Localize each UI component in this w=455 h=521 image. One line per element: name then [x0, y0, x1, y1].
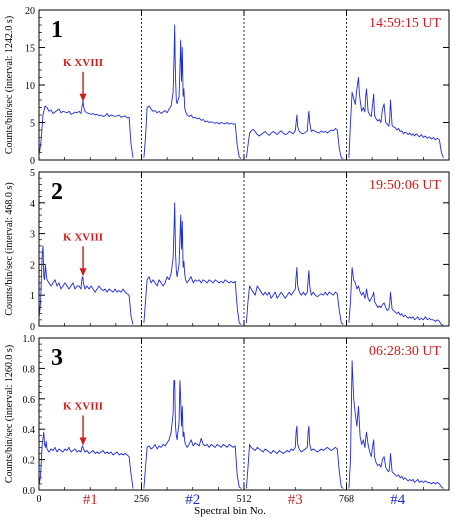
panel-1-frame	[38, 9, 450, 161]
panel-3-ytick-label-0: 0.0	[23, 486, 36, 497]
panel-1-spectrum-band-3	[245, 110, 344, 159]
panel-3-ytick-label-1: 0.2	[23, 456, 36, 467]
panel-3-arrow-head	[79, 437, 87, 446]
panel-3-ylabel: Counts/bin/sec (interval: 1260.0 s)	[4, 345, 15, 483]
panel-1-arrow-head	[79, 93, 87, 102]
panel-1-spectrum-band-1	[38, 99, 134, 158]
band-label-4: #4	[390, 492, 406, 508]
panel-2-ytick-label-4: 4	[30, 199, 35, 210]
panel-1-ytick-label-4: 20	[25, 6, 35, 17]
panel-2-spectrum-band-1	[38, 245, 134, 325]
panel-1-ytick-label-2: 10	[25, 81, 35, 92]
panel-1-spectrum-band-2	[143, 24, 242, 159]
panel-3-ytick-label-2: 0.4	[23, 425, 36, 436]
panel-3-spectrum-band-3	[245, 425, 344, 489]
panel-3-spectrum-band-4	[348, 360, 444, 489]
panel-2-ytick-label-5: 5	[30, 168, 35, 179]
panel-2-spectrum-band-2	[143, 202, 242, 325]
panel-3-number: 3	[51, 345, 63, 371]
panel-2-ytick-label-3: 3	[30, 230, 35, 241]
xtick-label-3: 768	[339, 494, 354, 505]
xtick-label-0: 0	[37, 494, 42, 505]
panel-3-spectrum-band-2	[143, 380, 242, 489]
panel-2-spectrum-band-3	[245, 267, 344, 325]
panel-2-ytick-label-0: 0	[30, 322, 35, 333]
panel-1-spectrum-band-4	[348, 77, 444, 158]
band-label-2: #2	[185, 492, 200, 508]
band-label-1: #1	[83, 492, 98, 508]
xtick-label-2: 512	[237, 494, 252, 505]
x-axis-label: Spectral bin No.	[194, 505, 266, 517]
panel-3-line-label: K XVIII	[63, 400, 103, 412]
panel-2-number: 2	[51, 179, 63, 205]
panel-3-ytick-label-3: 0.6	[23, 395, 36, 406]
panel-1-line-label: K XVIII	[63, 57, 103, 69]
xtick-label-1: 256	[134, 494, 149, 505]
panel-1-ytick-label-3: 15	[25, 44, 35, 55]
panel-2-ytick-label-2: 2	[30, 260, 35, 271]
panel-1-ylabel: Counts/bin/sec (interval: 1242.0 s)	[4, 16, 15, 154]
panel-1-number: 1	[51, 17, 63, 43]
panel-1-ytick-label-1: 5	[30, 119, 35, 130]
panel-2-ytick-label-1: 1	[30, 291, 35, 302]
panel-2-arrow-head	[79, 268, 87, 277]
panel-1-ytick-label-0: 0	[30, 156, 35, 167]
panel-3-timestamp: 06:28:30 UT	[369, 344, 441, 359]
panel-3-spectrum-band-1	[38, 431, 134, 489]
panel-1-timestamp: 14:59:15 UT	[369, 16, 441, 31]
band-label-3: #3	[288, 492, 303, 508]
panel-2-line-label: K XVIII	[63, 231, 103, 243]
panel-2-timestamp: 19:50:06 UT	[369, 178, 441, 193]
panel-3-ytick-label-4: 0.8	[23, 364, 36, 375]
panel-3-ytick-label-5: 1.0	[23, 334, 36, 345]
panel-2-spectrum-band-4	[348, 267, 444, 326]
panel-2-ylabel: Counts/bin/sec (interval: 468.0 s)	[4, 182, 15, 315]
